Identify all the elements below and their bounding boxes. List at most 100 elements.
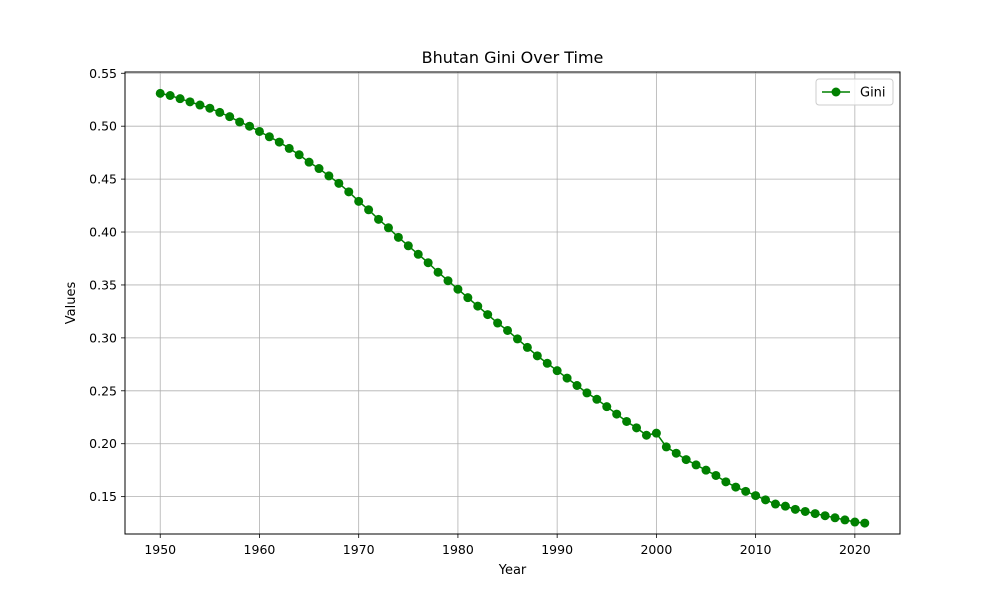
y-tick-label: 0.25 <box>89 383 117 398</box>
data-point <box>215 107 225 117</box>
data-point <box>374 214 384 224</box>
data-point <box>225 112 235 122</box>
data-point <box>512 334 522 344</box>
data-point <box>711 470 721 480</box>
data-point <box>671 448 681 458</box>
x-tick-label: 1990 <box>541 542 573 557</box>
data-point <box>334 178 344 188</box>
data-point <box>423 258 433 268</box>
data-point <box>632 423 642 433</box>
data-point <box>473 301 483 311</box>
data-point <box>770 499 780 509</box>
data-point <box>254 126 264 136</box>
data-point <box>751 491 761 501</box>
data-point <box>284 143 294 153</box>
data-point <box>175 94 185 104</box>
data-point <box>572 381 582 391</box>
data-point <box>264 132 274 142</box>
legend-marker-swatch <box>831 87 841 97</box>
y-tick-label: 0.35 <box>89 277 117 292</box>
data-point <box>651 428 661 438</box>
data-point <box>393 232 403 242</box>
plot-frame <box>124 71 901 535</box>
data-point <box>860 518 870 528</box>
y-tick-label: 0.20 <box>89 436 117 451</box>
data-point <box>850 517 860 527</box>
data-point <box>681 455 691 465</box>
data-point <box>344 187 354 197</box>
data-point <box>820 511 830 521</box>
data-point <box>721 477 731 487</box>
x-tick-label: 1960 <box>244 542 276 557</box>
data-point <box>592 394 602 404</box>
legend-box <box>815 78 894 106</box>
data-point <box>691 460 701 470</box>
data-point <box>582 388 592 398</box>
series-layer <box>155 88 870 528</box>
data-point <box>433 267 443 277</box>
data-point <box>552 366 562 376</box>
data-point <box>761 495 771 505</box>
data-point <box>731 482 741 492</box>
data-point <box>532 351 542 361</box>
data-point <box>810 509 820 519</box>
data-point <box>522 342 532 352</box>
legend-entry-gini: Gini <box>860 86 886 101</box>
x-tick-label: 1970 <box>343 542 375 557</box>
data-point <box>304 157 314 167</box>
data-point <box>483 310 493 320</box>
data-point <box>235 117 245 127</box>
data-point <box>780 501 790 511</box>
y-tick-label: 0.30 <box>89 330 117 345</box>
data-point <box>790 504 800 514</box>
data-point <box>185 97 195 107</box>
data-point <box>661 442 671 452</box>
data-point <box>562 373 572 383</box>
x-tick-label: 2010 <box>740 542 772 557</box>
x-axis-label: Year <box>498 563 527 578</box>
tick-layer: 1950 1960 1970 1980 1990 2000 2010 2020 0.15 0.20… <box>89 66 871 557</box>
data-point <box>274 137 284 147</box>
data-point <box>314 164 324 174</box>
data-point <box>413 249 423 259</box>
data-point <box>840 515 850 525</box>
data-point <box>602 402 612 412</box>
data-point <box>383 223 393 233</box>
data-point <box>155 88 165 98</box>
data-point <box>324 171 334 181</box>
y-axis-label: Values <box>64 282 79 325</box>
x-tick-label: 1980 <box>442 542 474 557</box>
data-point <box>165 90 175 100</box>
data-point <box>453 284 463 294</box>
data-point <box>205 103 215 113</box>
data-point <box>641 430 651 440</box>
x-tick-label: 2020 <box>839 542 871 557</box>
data-point <box>294 150 304 160</box>
data-point <box>542 358 552 368</box>
legend: Gini <box>815 78 894 106</box>
data-point <box>830 513 840 523</box>
data-point <box>741 486 751 496</box>
y-tick-label: 0.50 <box>89 119 117 134</box>
y-tick-label: 0.40 <box>89 225 117 240</box>
data-point <box>443 276 453 286</box>
y-tick-label: 0.45 <box>89 172 117 187</box>
data-point <box>463 293 473 303</box>
x-tick-label: 2000 <box>640 542 672 557</box>
data-point <box>354 196 364 206</box>
chart-title: Bhutan Gini Over Time <box>422 48 604 67</box>
data-point <box>493 318 503 328</box>
y-tick-label: 0.15 <box>89 489 117 504</box>
data-point <box>503 325 513 335</box>
data-point <box>612 409 622 419</box>
y-tick-label: 0.55 <box>89 66 117 81</box>
data-point <box>701 465 711 475</box>
data-point <box>622 416 632 426</box>
data-point <box>364 205 374 215</box>
data-point <box>195 100 205 110</box>
data-point <box>403 241 413 251</box>
x-tick-label: 1950 <box>144 542 176 557</box>
data-point <box>800 506 810 516</box>
